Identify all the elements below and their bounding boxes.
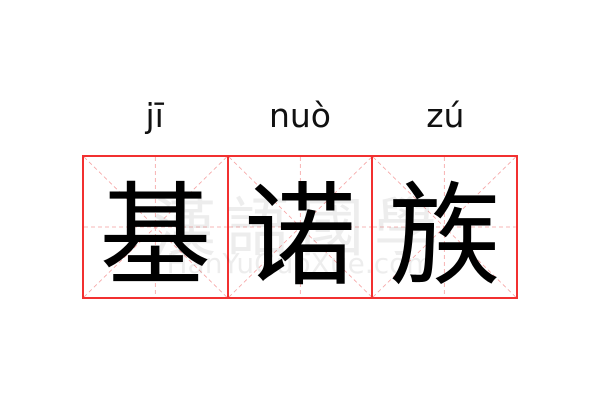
character-grid: 基 诺 族 <box>82 155 518 302</box>
guide-lines <box>229 157 372 297</box>
hanzi-2: 诺 <box>244 172 356 302</box>
guide-lines <box>84 157 227 297</box>
character-cell-3: 族 <box>371 157 516 302</box>
pinyin-3: zú <box>426 96 465 135</box>
guide-lines <box>373 157 516 297</box>
character-cell-1: 基 <box>84 157 227 302</box>
hanzi-1: 基 <box>99 172 212 302</box>
pinyin-row: jī nuò zú <box>82 96 518 136</box>
pinyin-2: nuò <box>268 96 331 135</box>
hanzi-3: 族 <box>388 172 501 302</box>
character-cell-2: 诺 <box>226 157 372 302</box>
pinyin-1: jī <box>145 96 164 135</box>
